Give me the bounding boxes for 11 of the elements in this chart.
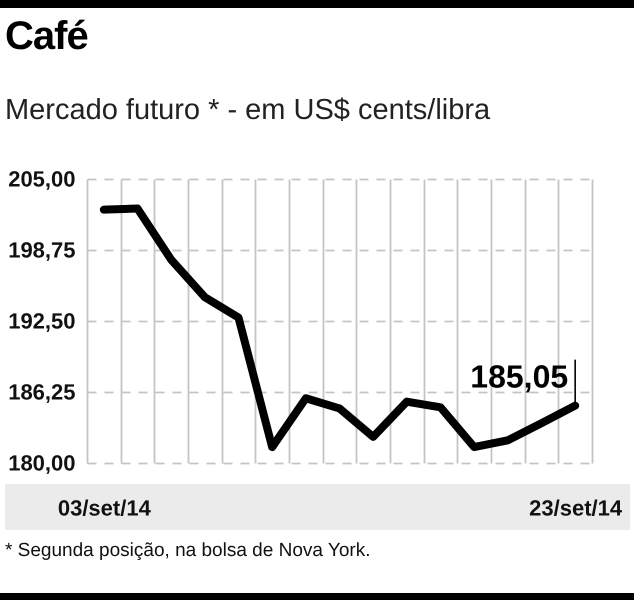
x-tick-label: 03/set/14 [58,496,152,520]
y-tick-label: 186,25 [8,380,76,404]
text: * Segunda posição, na bolsa de Nova York. [5,540,372,563]
data-label: 185,05 [470,358,568,395]
y-tick-label: 180,00 [8,450,76,476]
x-tick-label: 23/set/14 [529,496,623,520]
y-tick-label: 205,00 [8,166,76,192]
y-tick-label: 198,75 [8,238,76,262]
y-tick-label: 192,50 [8,308,76,334]
chart-title: Café [5,14,88,58]
chart-subtitle: Mercado futuro * - em US$ cents/libra [5,93,490,128]
